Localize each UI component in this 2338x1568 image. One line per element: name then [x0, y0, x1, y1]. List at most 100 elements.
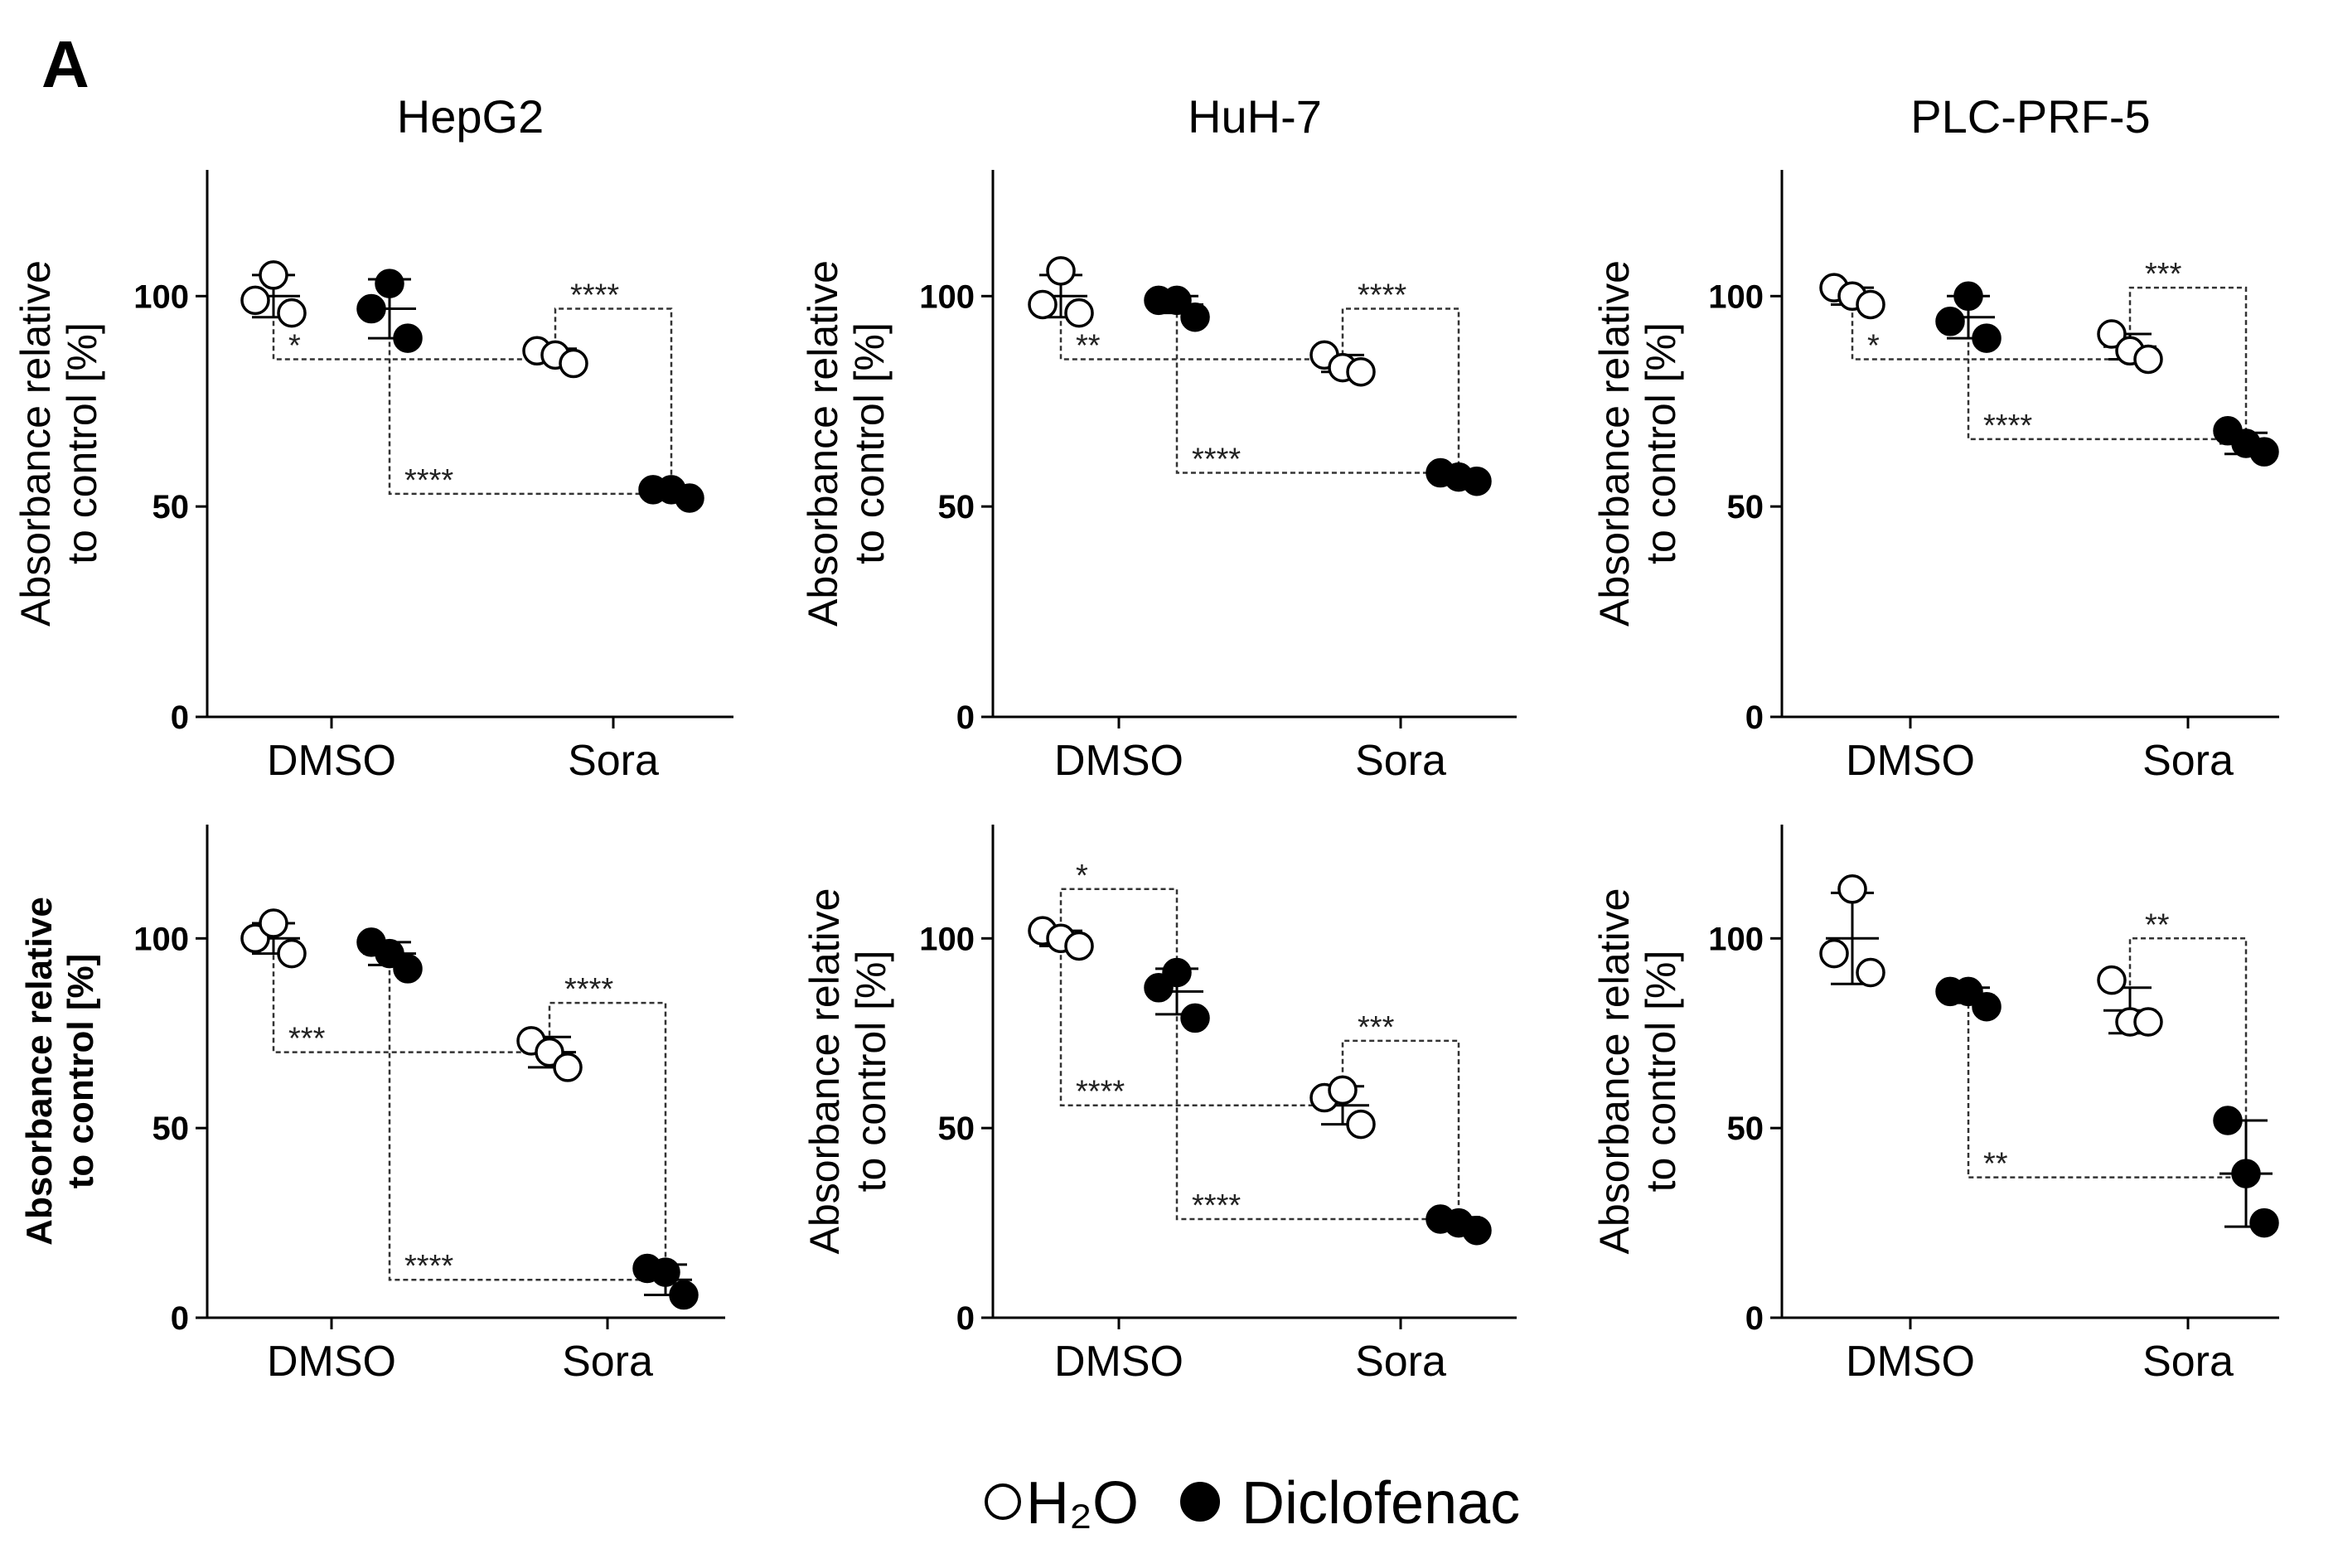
y-tick-label: 100: [1708, 278, 1764, 315]
significance-bracket: [2128, 286, 2248, 443]
diclofenac-point: [669, 1280, 699, 1310]
x-tick-label: Sora: [1355, 737, 1446, 785]
diclofenac-point: [1162, 285, 1192, 316]
h2o-point: [1819, 938, 1849, 969]
y-tick-label: 50: [152, 489, 190, 525]
significance-label: **: [1076, 328, 1101, 363]
diclofenac-point: [1953, 281, 1983, 312]
h2o-point: [240, 285, 270, 316]
h2o-point: [1064, 931, 1094, 961]
significance-bracket: [1175, 991, 1460, 1223]
h2o-point: [1856, 289, 1885, 320]
significance-label: *: [1867, 328, 1880, 363]
chart-title: HepG2: [397, 90, 544, 143]
diclofenac-point: [1972, 323, 2002, 353]
x-tick-label: Sora: [1355, 1338, 1446, 1386]
y-tick-label: 100: [1708, 921, 1764, 957]
y-axis-label-line: Absorbance relative: [800, 260, 846, 627]
diclofenac-point: [1180, 302, 1210, 332]
x-tick-label: DMSO: [267, 737, 396, 785]
diclofenac-point: [675, 483, 704, 513]
h2o-point: [277, 938, 307, 969]
y-axis-label-line: to control [%]: [61, 954, 101, 1189]
chart-title: PLC-PRF-5: [1910, 90, 2150, 143]
x-tick-label: Sora: [562, 1338, 653, 1386]
y-axis-label: Absorbance relativeto control [%]: [800, 260, 893, 627]
chart-2: HuH-7 Absorbance relativeto control [%] 0 5…: [800, 90, 1517, 785]
diclofenac-point: [1935, 307, 1965, 336]
chart-1: HepG2 Absorbance relativeto control [%] 0 5…: [12, 90, 733, 785]
significance-bracket: [1059, 888, 1179, 992]
h2o-point: [2097, 965, 2127, 995]
significance-label: **: [1983, 1147, 2008, 1182]
y-tick-label: 100: [133, 921, 189, 957]
chart-3: PLC-PRF-5 Absorbance relativeto control […: [1591, 90, 2279, 785]
diclofenac-point: [375, 269, 404, 298]
y-axis-label-line: Absorbance relative: [1591, 888, 1638, 1255]
chart-5: Absorbance relativeto control [%] 0 50 100 D…: [801, 825, 1517, 1386]
significance-label: ****: [404, 463, 453, 498]
y-axis-label-line: Absorbance relative: [12, 260, 59, 627]
y-axis-label-line: to control [%]: [846, 322, 893, 564]
significance-bracket: [1341, 307, 1460, 477]
y-axis-label: Absorbance relativeto control [%]: [1591, 260, 1684, 627]
legend-h2o-marker-icon: [985, 1483, 1021, 1520]
y-tick-label: 100: [919, 278, 975, 315]
significance-bracket: [1967, 995, 2248, 1178]
y-axis-label: Absorbance relativeto control [%]: [19, 897, 101, 1246]
significance-label: ***: [288, 1022, 326, 1057]
diclofenac-point: [356, 293, 386, 324]
h2o-point: [2097, 319, 2127, 349]
y-tick-label: 0: [1745, 699, 1764, 736]
y-tick-label: 50: [938, 1111, 975, 1147]
significance-bracket: [2128, 937, 2248, 1174]
legend: H₂O Diclofenac: [985, 1470, 1520, 1537]
x-tick-label: Sora: [2142, 1338, 2234, 1386]
y-axis-label: Absorbance relativeto control [%]: [12, 260, 105, 627]
significance-bracket: [1851, 296, 2132, 361]
y-axis-label-line: to control [%]: [1638, 951, 1684, 1193]
legend-h2o-label: H₂O: [1026, 1470, 1139, 1537]
y-axis-label: Absorbance relativeto control [%]: [1591, 888, 1684, 1255]
h2o-point: [259, 260, 288, 290]
diclofenac-point: [651, 1257, 680, 1287]
significance-label: *: [1076, 859, 1088, 893]
x-tick-label: DMSO: [267, 1338, 396, 1386]
h2o-point: [1837, 874, 1867, 904]
x-tick-label: DMSO: [1054, 1338, 1184, 1386]
diclofenac-point: [393, 954, 423, 984]
significance-label: ****: [570, 278, 619, 313]
y-tick-label: 0: [956, 699, 975, 736]
significance-label: ****: [1076, 1075, 1125, 1110]
chart-title: HuH-7: [1188, 90, 1322, 143]
diclofenac-point: [2249, 437, 2279, 467]
h2o-point: [1046, 256, 1076, 286]
significance-label: ***: [2145, 257, 2182, 292]
h2o-point: [1346, 356, 1376, 387]
diclofenac-point: [1162, 957, 1192, 988]
y-tick-label: 50: [1727, 1111, 1764, 1147]
h2o-point: [1328, 1075, 1358, 1106]
h2o-point: [2133, 1007, 2163, 1037]
h2o-point: [1346, 1109, 1376, 1140]
significance-bracket: [1059, 938, 1343, 1106]
panel-letter: A: [41, 27, 90, 101]
h2o-point: [277, 298, 307, 328]
y-axis-label: Absorbance relativeto control [%]: [801, 888, 894, 1255]
significance-label: ****: [1983, 409, 2032, 443]
significance-bracket: [388, 953, 666, 1281]
significance-label: ****: [564, 972, 613, 1007]
h2o-point: [2133, 344, 2163, 375]
significance-bracket: [388, 308, 671, 496]
significance-bracket: [548, 1001, 667, 1280]
y-tick-label: 0: [171, 1300, 189, 1337]
h2o-point: [559, 348, 588, 379]
chart-4: Absorbance relativeto control [%] 0 50 100 D…: [19, 825, 725, 1386]
x-tick-label: DMSO: [1846, 737, 1975, 785]
y-axis-label-line: to control [%]: [59, 322, 105, 564]
h2o-point: [553, 1053, 583, 1082]
significance-label: *: [288, 328, 301, 363]
h2o-point: [1064, 298, 1094, 328]
significance-label: ****: [1358, 278, 1406, 313]
